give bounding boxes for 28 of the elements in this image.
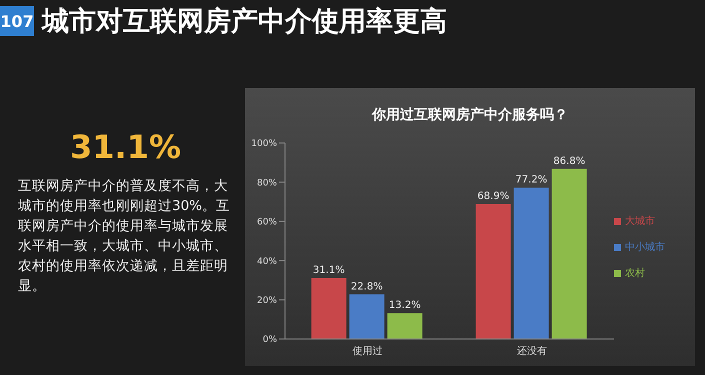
data-label: 77.2% xyxy=(515,174,548,186)
y-tick-label: 0% xyxy=(262,335,278,346)
legend-label: 中小城市 xyxy=(625,242,665,253)
y-tick-label: 20% xyxy=(256,296,278,306)
data-label: 13.2% xyxy=(388,300,421,312)
y-tick-label: 60% xyxy=(256,218,278,228)
text: 107 xyxy=(0,6,34,36)
text: 互联网房产中介的普及度不高，大城市的使用率也刚刚超过30%。互联网房产中介的使用率与城市发展水平相一致，大城市、中小城市、农村的使用率依次递减，且差距明显。 xyxy=(18,177,230,296)
text: 31.1% xyxy=(70,128,182,166)
y-tick-label: 80% xyxy=(256,178,278,188)
bar xyxy=(387,313,422,339)
y-tick-label: 100% xyxy=(251,139,278,150)
x-tick-label: 还没有 xyxy=(516,345,547,358)
bar xyxy=(311,278,346,339)
data-label: 22.8% xyxy=(350,281,383,292)
chart-title: 城市对互联网房产中介使用率更高 xyxy=(42,5,447,39)
bar xyxy=(476,204,511,339)
bar xyxy=(552,168,587,339)
legend-label: 大城市 xyxy=(625,216,655,227)
x-tick-label: 使用过 xyxy=(352,345,382,358)
bar xyxy=(514,188,549,339)
y-tick-label: 40% xyxy=(256,256,278,267)
data-label: 86.8% xyxy=(553,156,586,167)
data-label: 31.1% xyxy=(312,265,345,276)
data-label: 68.9% xyxy=(477,190,510,202)
chart-subtitle: 你用过互联网房产中介服务吗？ xyxy=(370,106,569,124)
legend-label: 农村 xyxy=(625,268,645,279)
bar xyxy=(349,294,384,339)
